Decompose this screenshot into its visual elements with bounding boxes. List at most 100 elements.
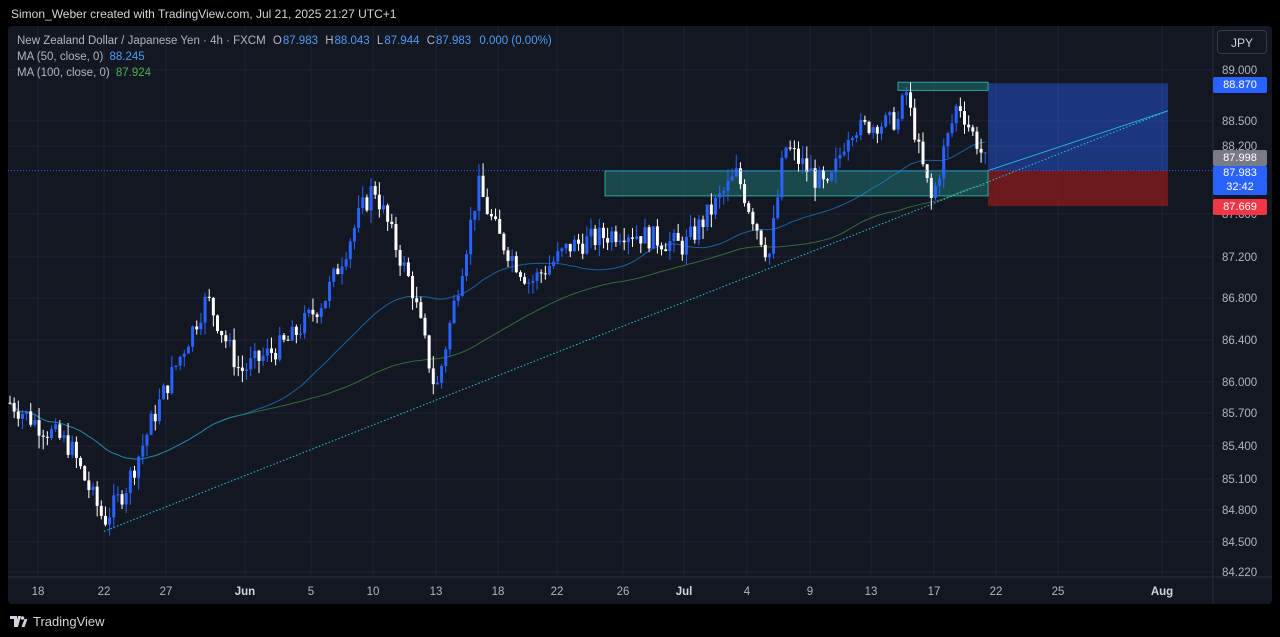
candle-6 — [33, 413, 37, 428]
candle-body — [456, 295, 460, 301]
candle-body — [523, 276, 527, 284]
candle-90 — [382, 195, 385, 214]
candle-40 — [174, 364, 178, 371]
candle-body — [282, 335, 286, 340]
candle-body — [776, 197, 780, 219]
candle-4 — [25, 410, 29, 421]
candle-226 — [946, 131, 950, 158]
candle-92 — [390, 213, 394, 229]
candle-body — [755, 224, 759, 231]
change-value: 0.000 (0.00%) — [479, 35, 552, 47]
candle-body — [680, 240, 684, 255]
candle-body — [133, 470, 136, 478]
candle-142 — [597, 218, 601, 257]
candle-body — [734, 168, 738, 177]
candle-body — [20, 413, 24, 419]
candle-body — [780, 157, 784, 198]
candle-143 — [601, 222, 605, 249]
candle-181 — [759, 229, 763, 247]
candle-51 — [220, 330, 224, 343]
symbol-title[interactable]: New Zealand Dollar / Japanese Yen · 4h ·… — [17, 35, 266, 47]
candle-body — [830, 172, 834, 181]
candle-body — [357, 207, 361, 228]
candle-131 — [552, 256, 556, 269]
candle-body — [518, 272, 522, 277]
candle-body — [933, 185, 937, 199]
x-tick-label-1: 22 — [98, 586, 111, 598]
candle-190 — [797, 141, 800, 172]
candle-body — [535, 272, 539, 281]
candle-body — [880, 126, 883, 134]
high-value: 88.043 — [334, 35, 370, 47]
candle-body — [938, 178, 942, 186]
candle-88 — [373, 181, 377, 200]
candle-body — [693, 226, 697, 240]
candle-101 — [427, 334, 431, 373]
candle-body — [772, 218, 776, 254]
candle-body — [390, 221, 394, 225]
x-tick-label-14: 17 — [928, 586, 941, 598]
candle-68 — [290, 320, 294, 342]
candle-body — [826, 179, 830, 181]
x-tick-label-0: 18 — [32, 586, 45, 598]
legend-ma100-row[interactable]: MA (100, close, 0) 87.924 — [17, 65, 552, 81]
candle-body — [377, 194, 381, 210]
candle-body — [672, 232, 676, 242]
trendline-dotted — [103, 110, 1169, 532]
currency-button[interactable]: JPY — [1217, 30, 1267, 54]
tradingview-brand[interactable]: TradingView — [10, 612, 105, 630]
candle-body — [531, 280, 535, 283]
candle-116 — [489, 208, 493, 221]
candle-body — [444, 349, 448, 367]
candle-155 — [651, 226, 655, 249]
candle-67 — [286, 335, 290, 341]
candle-body — [527, 282, 531, 284]
candle-17 — [79, 456, 83, 470]
candle-230 — [963, 101, 966, 134]
candle-body — [411, 276, 415, 299]
candle-204 — [855, 132, 859, 143]
candle-body — [182, 353, 186, 357]
candle-229 — [958, 97, 962, 118]
y-tick-label-5: 86.800 — [1222, 293, 1257, 305]
candle-150 — [631, 228, 634, 247]
candle-24 — [108, 507, 112, 536]
candle-206 — [863, 115, 867, 125]
candle-body — [469, 219, 473, 255]
legend-ma50-row[interactable]: MA (50, close, 0) 88.245 — [17, 49, 552, 65]
candle-126 — [531, 274, 535, 294]
candle-55 — [236, 355, 240, 377]
chart-frame[interactable] — [8, 26, 1272, 604]
candle-109 — [460, 268, 464, 298]
candle-213 — [892, 107, 896, 131]
candle-96 — [406, 257, 410, 278]
candle-11 — [54, 418, 58, 433]
candle-217 — [909, 82, 913, 117]
candle-body — [718, 193, 722, 198]
x-tick-label-15: 22 — [990, 586, 1003, 598]
candle-107 — [452, 294, 456, 325]
candle-78 — [332, 267, 336, 287]
candle-53 — [228, 333, 232, 347]
candle-103 — [435, 375, 439, 385]
candle-138 — [581, 233, 585, 260]
candle-153 — [643, 218, 647, 244]
candle-body — [16, 411, 20, 419]
candle-body — [240, 367, 244, 371]
x-axis-labels: 18 22 27 Jun 5 10 13 18 22 26 Jul 4 9 13 17 22 25 Aug — [32, 586, 1174, 598]
candle-2 — [16, 400, 20, 427]
candle-165 — [693, 217, 697, 244]
x-tick-label-9: 26 — [617, 586, 630, 598]
candle-208 — [871, 124, 875, 139]
candle-body — [99, 505, 103, 516]
candle-body — [983, 152, 987, 154]
candle-body — [730, 176, 734, 181]
candle-123 — [518, 270, 522, 281]
candle-70 — [299, 324, 302, 339]
candle-body — [299, 333, 302, 335]
x-tick-label-5: 10 — [367, 586, 380, 598]
candle-71 — [303, 305, 307, 339]
candle-body — [751, 211, 755, 225]
x-tick-label-17: Aug — [1151, 586, 1173, 598]
